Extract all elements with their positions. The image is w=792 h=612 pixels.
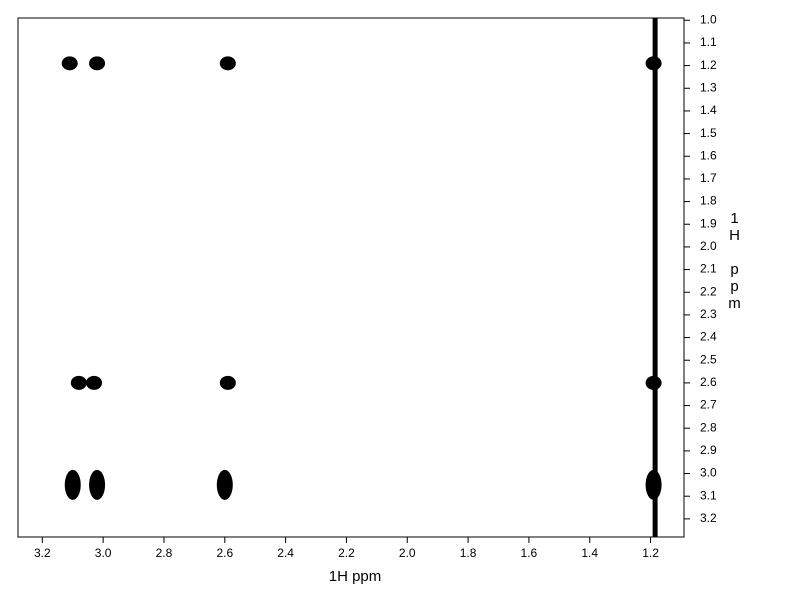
- y-tick-label: 2.3: [700, 307, 717, 321]
- x-tick-label: 3.2: [34, 546, 51, 560]
- y-tick-label: 1.3: [700, 80, 717, 94]
- y-tick-label: 1.4: [700, 103, 717, 117]
- x-axis-label: 1H ppm: [329, 568, 382, 585]
- y-tick-label: 2.4: [700, 330, 717, 344]
- y-tick-label: 3.0: [700, 466, 717, 480]
- y-tick-label: 1.1: [700, 35, 717, 49]
- plot-frame: [17, 17, 685, 538]
- y-tick-label: 2.6: [700, 375, 717, 389]
- y-tick-label: 2.1: [700, 262, 717, 276]
- cross-peak: [219, 375, 236, 390]
- x-tick-label: 1.4: [581, 546, 598, 560]
- cross-peak: [645, 375, 662, 390]
- x-tick-label: 2.2: [338, 546, 355, 560]
- y-tick-label: 2.8: [700, 420, 717, 434]
- y-tick-label: 1.8: [700, 194, 717, 208]
- cross-peak: [70, 375, 87, 390]
- y-tick-label: 2.2: [700, 284, 717, 298]
- y-tick-label: 2.0: [700, 239, 717, 253]
- y-tick-label: 1.0: [700, 12, 717, 26]
- y-axis-label: 1H ppm: [726, 210, 743, 312]
- y-tick-label: 3.2: [700, 511, 717, 525]
- x-tick-label: 2.8: [156, 546, 173, 560]
- x-tick-label: 1.6: [521, 546, 538, 560]
- cross-peak: [645, 56, 662, 71]
- x-tick-label: 2.6: [216, 546, 233, 560]
- cross-peak: [89, 56, 106, 71]
- y-tick-label: 2.5: [700, 352, 717, 366]
- y-tick-label: 1.9: [700, 216, 717, 230]
- cross-peak: [86, 375, 103, 390]
- cross-peak: [216, 469, 233, 500]
- y-tick-label: 1.2: [700, 58, 717, 72]
- y-tick-label: 1.5: [700, 126, 717, 140]
- y-tick-label: 2.7: [700, 398, 717, 412]
- y-tick-label: 2.9: [700, 443, 717, 457]
- x-tick-label: 2.0: [399, 546, 416, 560]
- cross-peak: [645, 469, 662, 500]
- cross-peak: [219, 56, 236, 71]
- y-tick-label: 1.7: [700, 171, 717, 185]
- x-tick-label: 2.4: [277, 546, 294, 560]
- y-tick-label: 1.6: [700, 148, 717, 162]
- cross-peak: [61, 56, 78, 71]
- x-tick-label: 1.2: [642, 546, 659, 560]
- y-tick-label: 3.1: [700, 488, 717, 502]
- x-tick-label: 3.0: [95, 546, 112, 560]
- cross-peak: [89, 469, 106, 500]
- x-tick-label: 1.8: [460, 546, 477, 560]
- cross-peak: [64, 469, 81, 500]
